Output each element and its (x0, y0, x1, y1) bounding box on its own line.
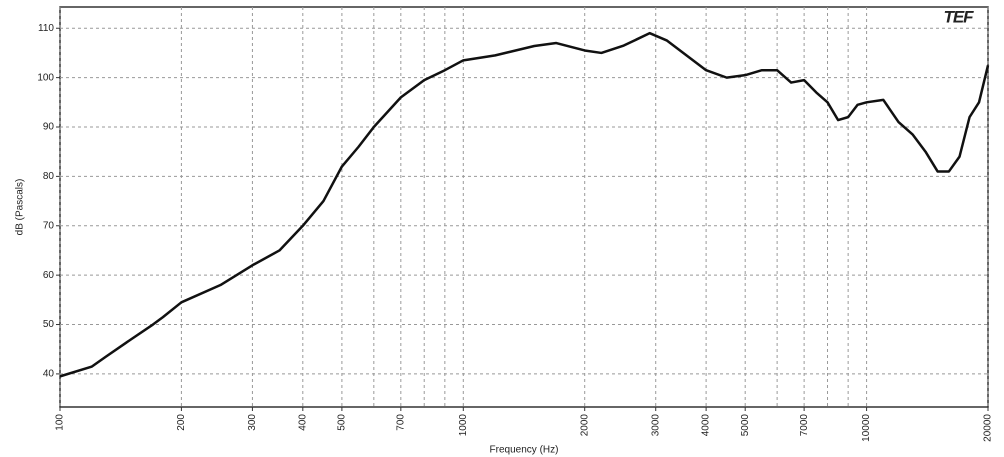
x-tick-label: 300 (247, 414, 258, 431)
x-tick-label: 1000 (458, 414, 469, 437)
y-tick-label: 80 (43, 171, 55, 182)
x-tick-label: 500 (337, 414, 348, 431)
x-tick-label: 5000 (740, 414, 751, 437)
y-tick-label: 110 (38, 23, 54, 34)
y-axis-label: dB (Pascals) (15, 179, 26, 236)
x-tick-label: 200 (176, 414, 187, 431)
x-tick-label: 100 (55, 414, 66, 431)
y-tick-label: 90 (43, 122, 55, 133)
y-tick-label: 40 (43, 369, 55, 380)
x-tick-label: 10000 (861, 414, 872, 442)
y-tick-label: 100 (37, 72, 54, 83)
plot-frame (59, 6, 989, 408)
x-axis-label: Frequency (Hz) (490, 445, 559, 456)
x-tick-label: 700 (395, 414, 406, 431)
y-tick-label: 60 (43, 270, 55, 281)
y-tick-label: 50 (43, 319, 55, 330)
x-tick-label: 4000 (701, 414, 712, 437)
logo: TEF (943, 7, 974, 26)
y-tick-label: 70 (43, 220, 55, 231)
x-tick-label: 2000 (579, 414, 590, 437)
x-tick-label: 7000 (799, 414, 810, 437)
x-tick-label: 20000 (983, 414, 994, 442)
x-tick-label: 3000 (650, 414, 661, 437)
response-line (59, 31, 990, 378)
x-tick-label: 400 (297, 414, 308, 431)
